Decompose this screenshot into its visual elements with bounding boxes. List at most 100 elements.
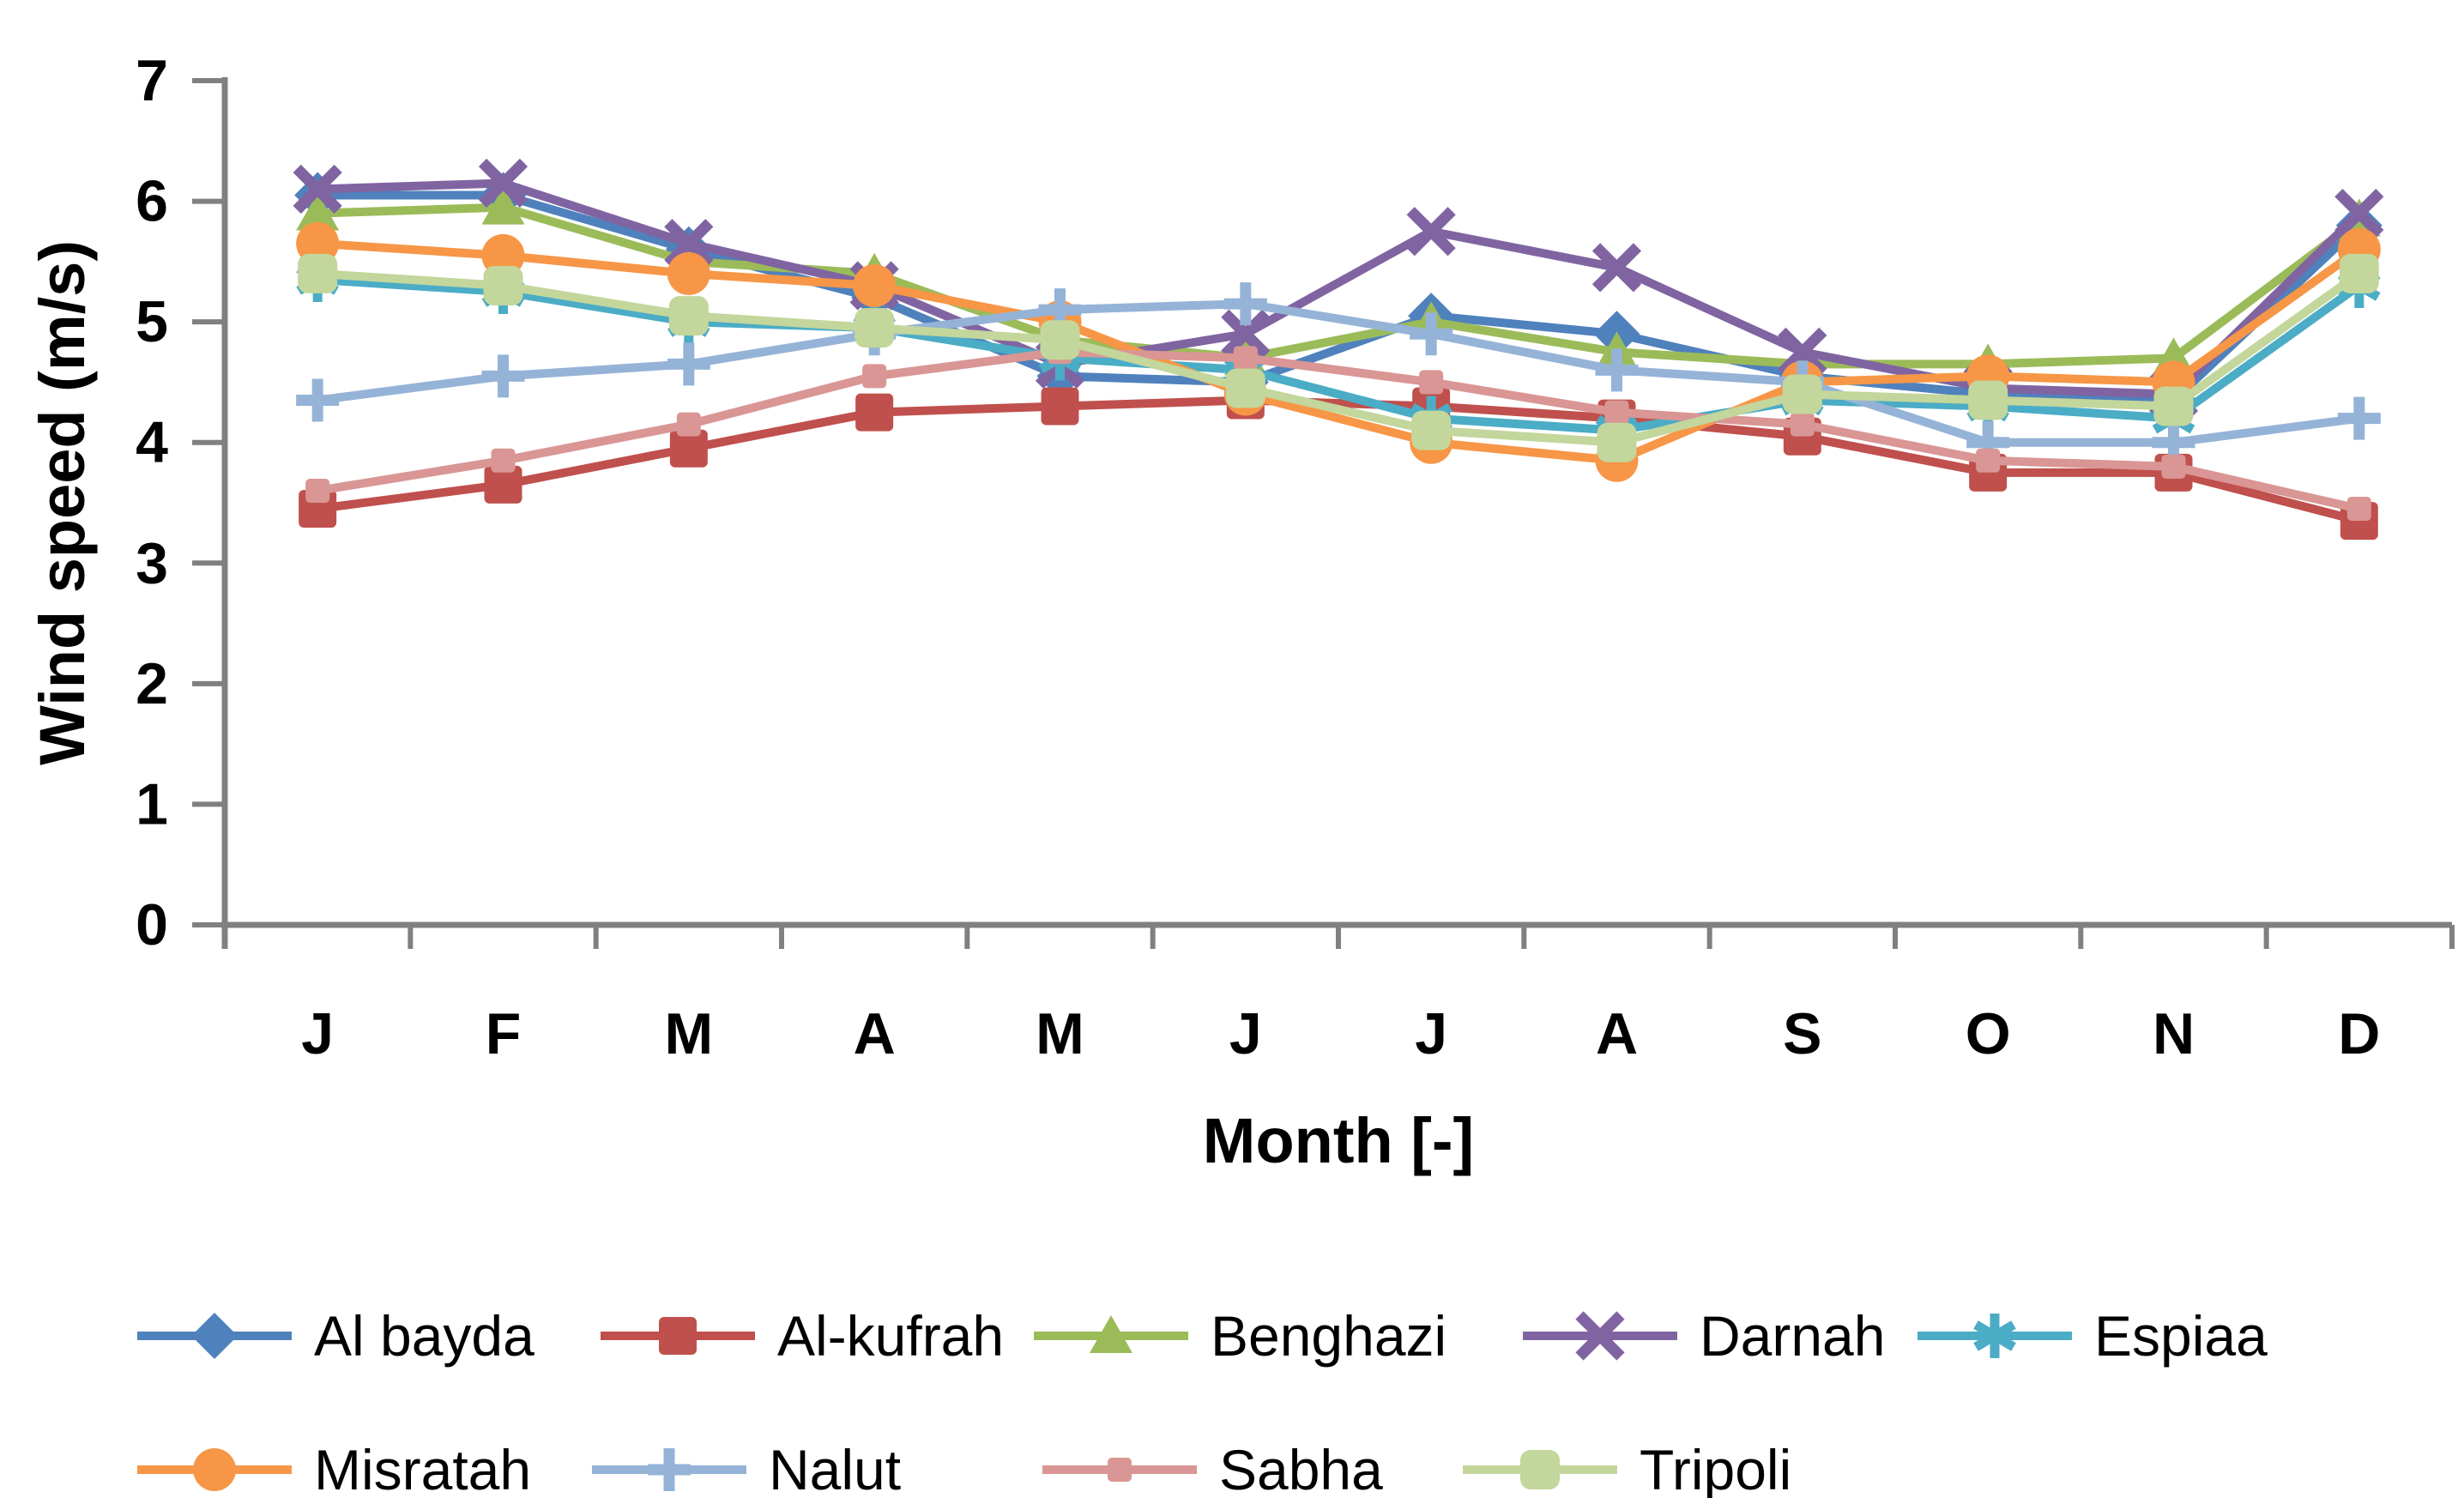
y-tick-label: 7	[136, 48, 168, 113]
legend-label-al-bayda: Al bayda	[314, 1304, 534, 1368]
axes-layer: 0 1 2 3 4 5 6 7 J F M A M J J A S O N D	[136, 48, 2455, 1066]
marker-circle	[667, 251, 710, 295]
y-tick-label: 4	[136, 410, 168, 475]
series-line-al-kufrah	[317, 396, 2361, 525]
marker-plus	[667, 342, 710, 386]
marker-square-rounded	[2339, 253, 2379, 293]
series-line-darnah	[317, 178, 2363, 399]
series-al-bayda	[294, 172, 2382, 424]
marker-square	[855, 393, 894, 432]
marker-square	[659, 1317, 697, 1355]
x-axis-title: Month [-]	[1203, 1105, 1474, 1176]
marker-square-small	[1233, 346, 1258, 371]
marker-plus	[1410, 312, 1453, 356]
legend-item-espiaa: Espiaa	[1917, 1304, 2268, 1368]
marker-square	[484, 465, 522, 504]
legend-item-tripoli: Tripoli	[1463, 1438, 1791, 1498]
marker-square-small	[2161, 454, 2186, 479]
marker-plus	[1595, 348, 1639, 392]
marker-square-rounded	[483, 265, 523, 305]
series-line-al-bayda	[317, 190, 2363, 405]
x-tick-label: A	[854, 1001, 896, 1066]
marker-plus	[1223, 282, 1267, 326]
marker-square-small	[862, 364, 887, 389]
x-tick-label: A	[1596, 1001, 1638, 1066]
marker-square-small	[1419, 370, 1444, 395]
x-tick-label: F	[486, 1001, 522, 1066]
marker-x	[1406, 207, 1456, 257]
marker-square-rounded	[1225, 368, 1265, 408]
marker-triangle	[1090, 1315, 1132, 1353]
legend-item-misratah: Misratah	[137, 1438, 531, 1498]
marker-square-rounded	[2153, 386, 2194, 426]
marker-square-rounded	[855, 308, 895, 348]
legend-label-sabha: Sabha	[1219, 1438, 1383, 1498]
marker-square-rounded	[298, 253, 338, 293]
legend-item-al-bayda: Al bayda	[137, 1304, 534, 1368]
marker-x	[1575, 1311, 1625, 1361]
legend-item-benghazi: Benghazi	[1034, 1304, 1446, 1368]
marker-plus	[481, 354, 525, 398]
series-line-benghazi	[317, 202, 2362, 369]
marker-square-small	[2346, 497, 2371, 522]
marker-square-small	[1976, 448, 2001, 473]
y-axis-title: Wind speed (m/s)	[27, 240, 98, 765]
marker-square-rounded	[1597, 422, 1637, 462]
series-darnah	[293, 158, 2384, 420]
marker-square-rounded	[1782, 374, 1822, 414]
y-tick-label: 3	[136, 530, 168, 595]
marker-square-small	[1790, 412, 1815, 437]
x-tick-label: S	[1783, 1001, 1821, 1066]
marker-square-rounded	[1411, 410, 1452, 450]
marker-square-rounded	[1520, 1450, 1560, 1489]
marker-x	[293, 164, 342, 214]
marker-plus	[296, 378, 340, 422]
legend-item-sabha: Sabha	[1042, 1438, 1383, 1498]
marker-circle	[193, 1448, 236, 1491]
marker-square-rounded	[668, 296, 709, 336]
marker-square-small	[1108, 1458, 1132, 1482]
y-tick-label: 1	[136, 771, 168, 837]
legend-label-benghazi: Benghazi	[1211, 1304, 1446, 1368]
y-tick-label: 5	[136, 289, 168, 354]
x-tick-label: J	[301, 1001, 334, 1066]
legend-item-nalut: Nalut	[592, 1438, 901, 1498]
x-tick-label: D	[2338, 1001, 2380, 1066]
chart-legend: Al bayda Al-kufrah Benghazi Darnah Espiaa Mis…	[137, 1304, 2268, 1498]
series-line-tripoli	[317, 269, 2362, 447]
series-line-espiaa	[317, 275, 2362, 435]
series-line-sabha	[317, 347, 2360, 513]
x-tick-label: M	[1036, 1001, 1084, 1066]
marker-square	[669, 429, 708, 468]
legend-item-darnah: Darnah	[1523, 1304, 1885, 1368]
marker-circle	[853, 263, 897, 307]
legend-item-al-kufrah: Al-kufrah	[601, 1304, 1004, 1368]
legend-label-espiaa: Espiaa	[2094, 1304, 2268, 1368]
x-tick-label: O	[1966, 1001, 2011, 1066]
marker-plus	[648, 1448, 691, 1491]
marker-square-rounded	[1040, 320, 1080, 360]
marker-triangle	[481, 186, 525, 225]
marker-diamond	[191, 1313, 238, 1359]
marker-square	[1041, 387, 1079, 426]
x-tick-label: N	[2153, 1001, 2195, 1066]
marker-square-small	[491, 448, 516, 473]
labels-layer: Month [-] Wind speed (m/s)	[27, 240, 1474, 1176]
marker-x	[1221, 309, 1271, 359]
marker-x	[1591, 243, 1642, 293]
legend-label-darnah: Darnah	[1700, 1304, 1885, 1368]
x-tick-label: J	[1229, 1001, 1262, 1066]
series-nalut	[296, 282, 2381, 464]
x-tick-label: M	[665, 1001, 714, 1066]
legend-label-misratah: Misratah	[314, 1438, 531, 1498]
series-tripoli	[298, 253, 2379, 462]
y-tick-label: 0	[136, 892, 168, 957]
x-tick-label: J	[1415, 1001, 1447, 1066]
y-tick-label: 6	[136, 169, 168, 234]
marker-square-small	[305, 478, 330, 503]
marker-x	[478, 158, 528, 208]
legend-label-tripoli: Tripoli	[1640, 1438, 1791, 1498]
marker-square-small	[676, 412, 701, 437]
